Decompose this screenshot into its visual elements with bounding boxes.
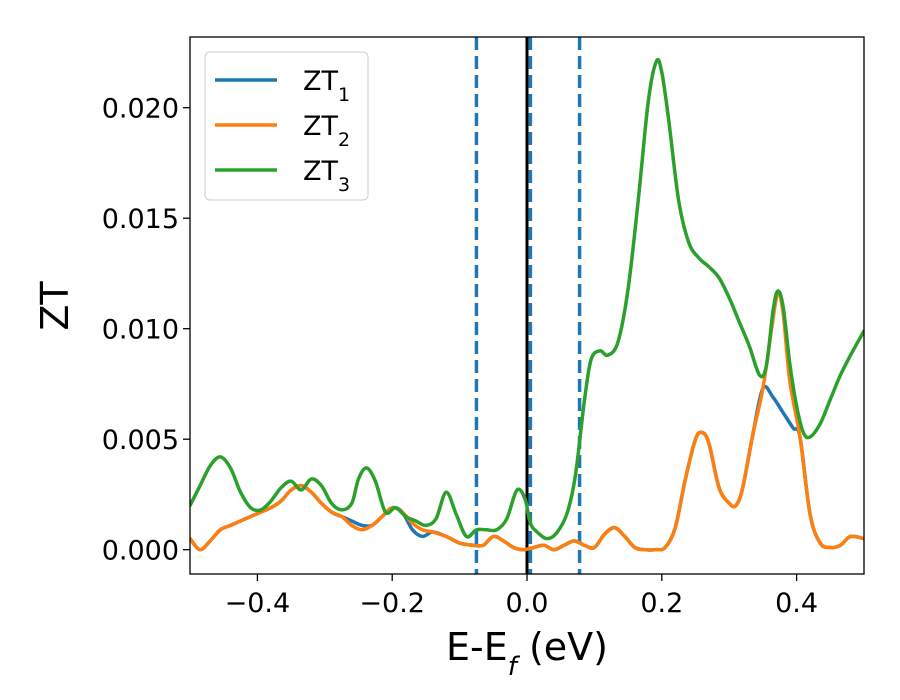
x-tick-label: 0.4 [775,588,818,619]
legend: ZT1 ZT2 ZT3 [204,51,369,201]
legend-label-zt2: ZT2 [303,111,350,151]
series-lines [190,57,864,552]
x-axis-ticks: −0.4 −0.2 0.0 0.2 0.4 [225,574,818,619]
y-tick-label: 0.015 [102,204,179,235]
series-line-zt3 [190,57,864,541]
y-tick-label: 0.000 [102,536,179,567]
y-tick-label: 0.010 [102,315,179,346]
legend-label-zt3: ZT3 [303,156,350,196]
y-tick-label: 0.020 [102,94,179,125]
y-axis-label: ZT [33,281,77,331]
x-tick-label: −0.4 [225,588,291,619]
y-axis-ticks: 0.000 0.005 0.010 0.015 0.020 [102,94,190,567]
x-tick-label: 0.0 [506,588,549,619]
legend-label-zt1: ZT1 [303,66,350,106]
x-tick-label: 0.2 [640,588,683,619]
x-tick-label: −0.2 [359,588,425,619]
reference-lines [474,37,582,574]
legend-box [204,51,369,201]
x-axis-label: E-Ef (eV) [446,625,608,682]
y-tick-label: 0.005 [102,425,179,456]
